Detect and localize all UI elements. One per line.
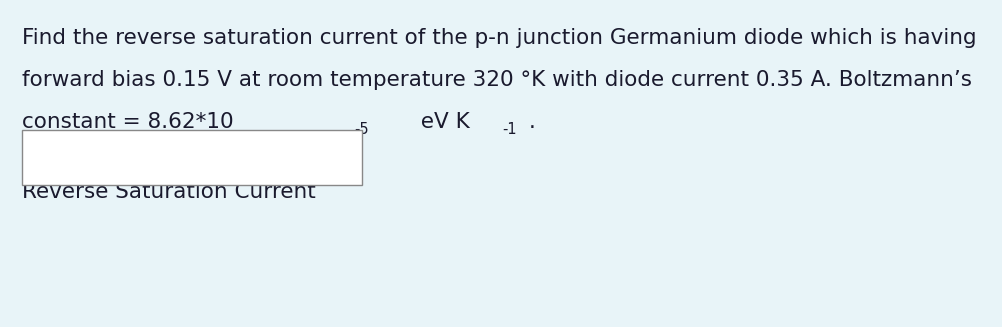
FancyBboxPatch shape	[22, 130, 362, 185]
Text: constant = 8.62*10: constant = 8.62*10	[22, 112, 233, 132]
Text: forward bias 0.15 V at room temperature 320 °K with diode current 0.35 A. Boltzm: forward bias 0.15 V at room temperature …	[22, 70, 972, 90]
Text: -5: -5	[354, 122, 369, 137]
Text: Reverse Saturation Current: Reverse Saturation Current	[22, 182, 316, 202]
Text: -1: -1	[502, 122, 517, 137]
Text: Find the reverse saturation current of the p-n junction Germanium diode which is: Find the reverse saturation current of t…	[22, 28, 977, 48]
Text: eV K: eV K	[414, 112, 470, 132]
Text: .: .	[529, 112, 536, 132]
